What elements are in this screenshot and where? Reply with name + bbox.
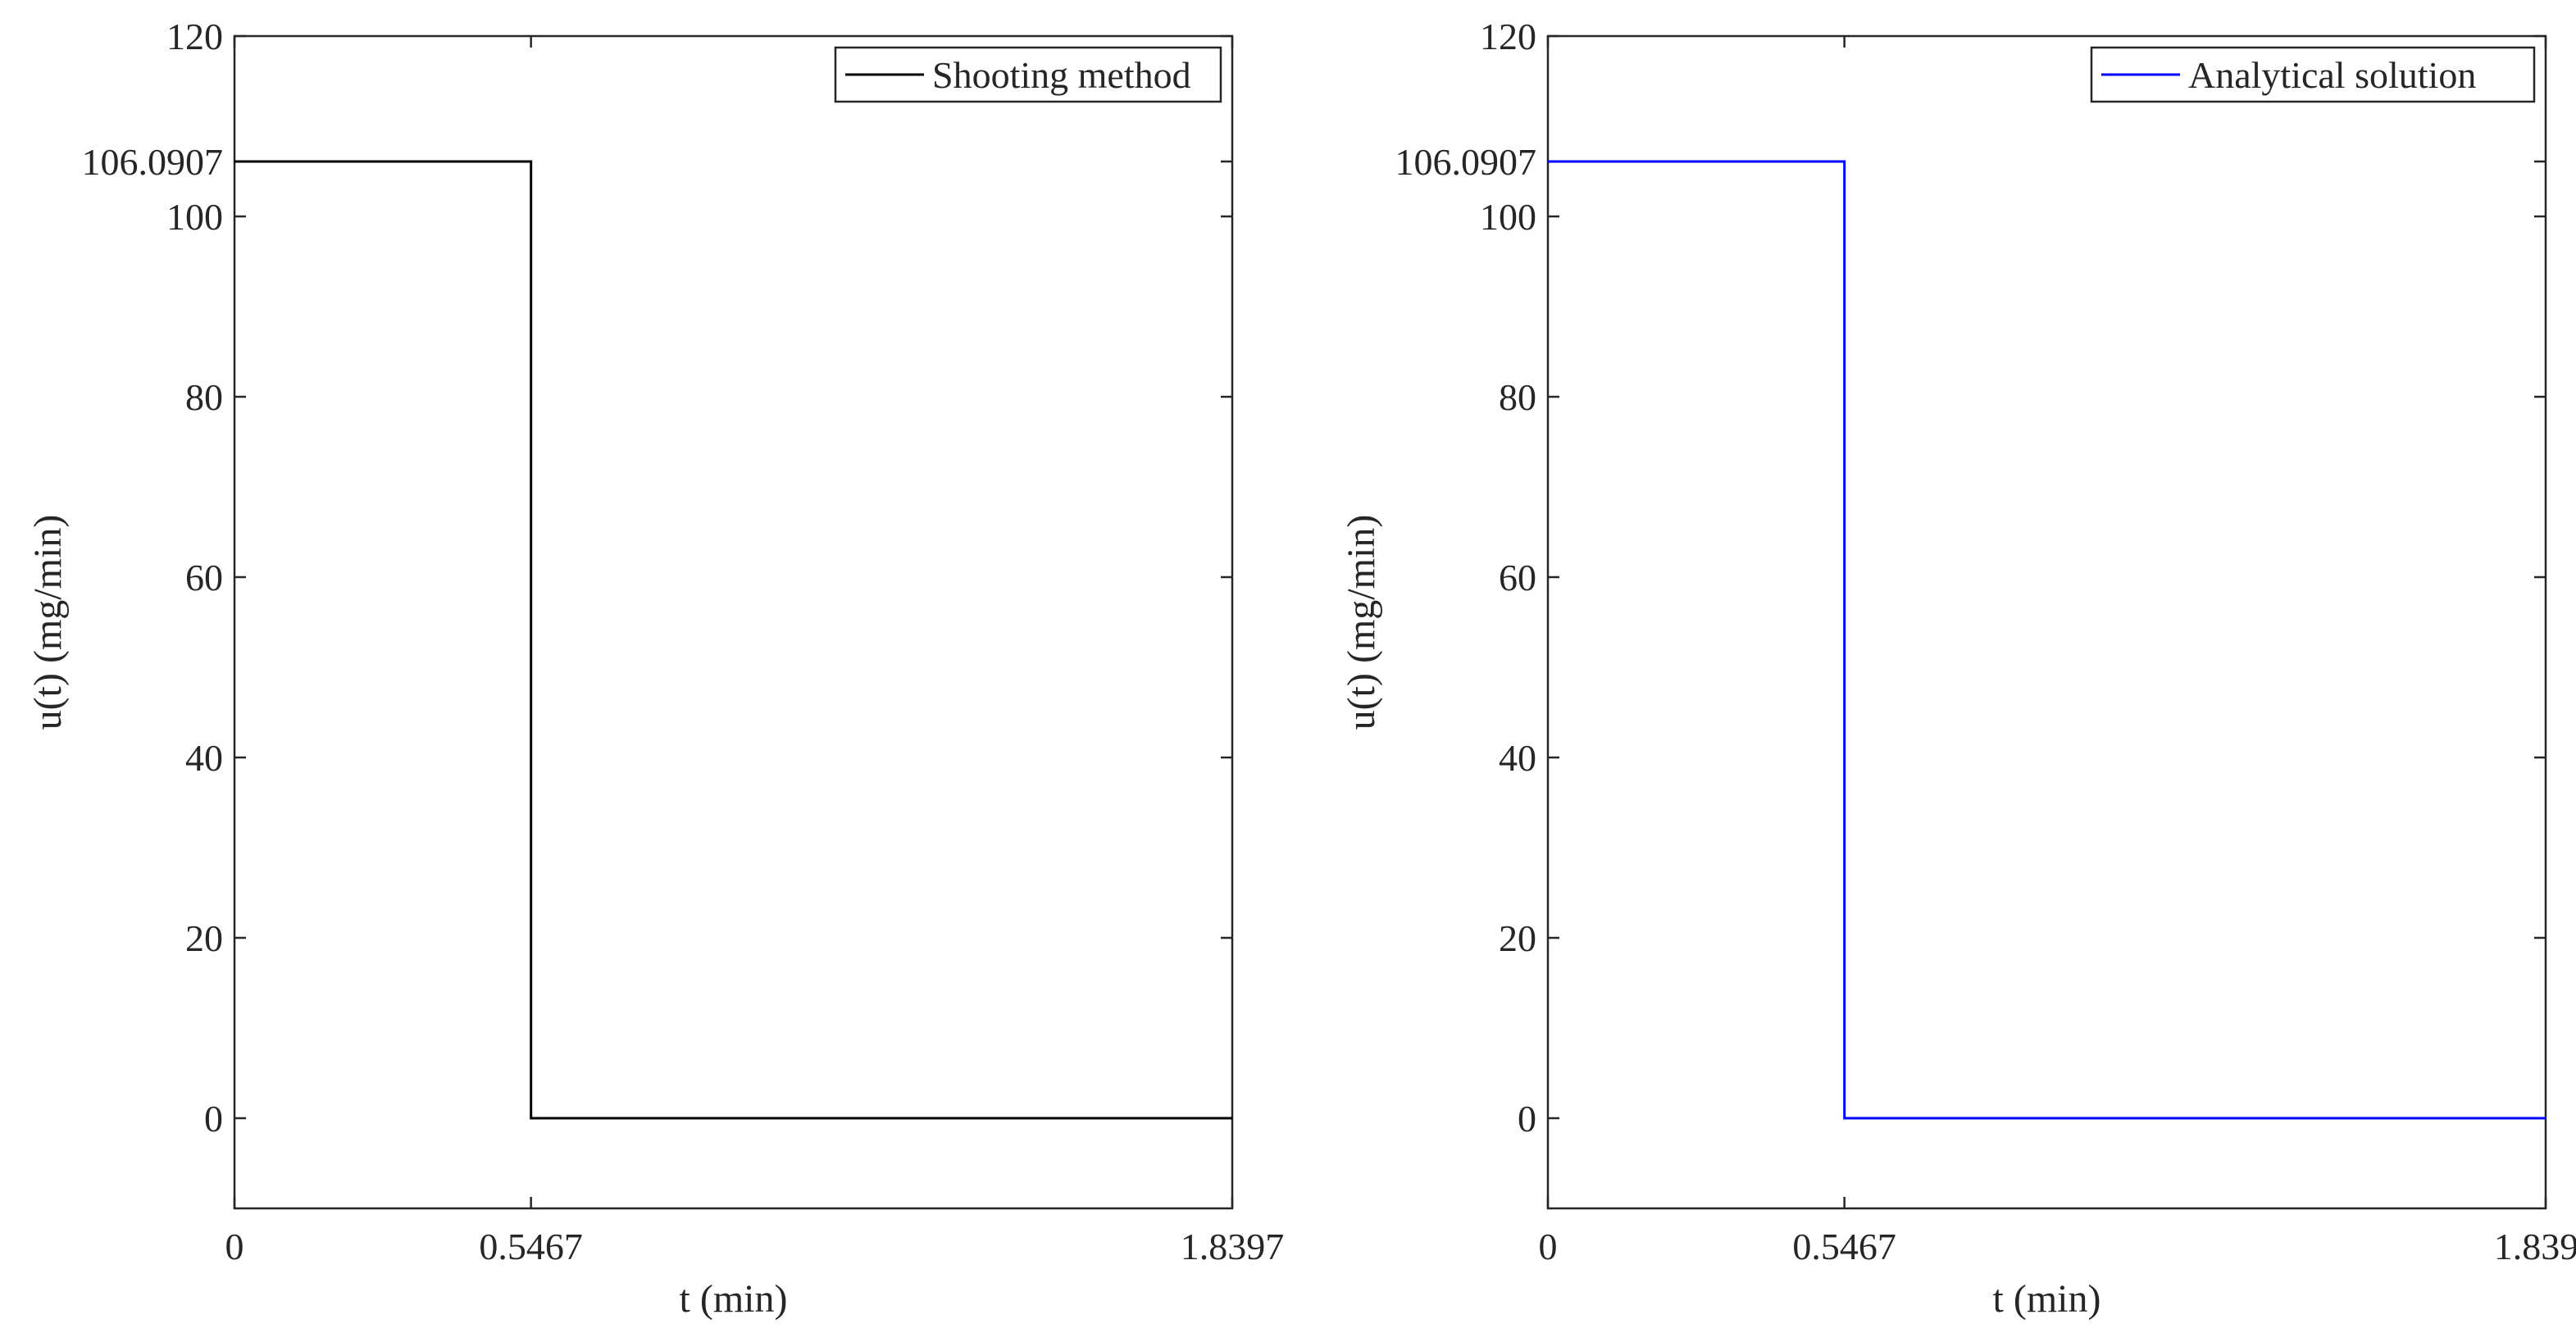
y-tick-label: 20 xyxy=(1499,917,1536,959)
y-tick-label: 106.0907 xyxy=(1395,141,1537,183)
y-tick-label: 106.0907 xyxy=(82,141,224,183)
y-tick-label: 40 xyxy=(1499,737,1536,779)
y-tick-label: 120 xyxy=(1480,16,1536,57)
legend-label: Analytical solution xyxy=(2188,54,2476,96)
x-axis-label: t (min) xyxy=(680,1277,788,1321)
y-tick-label: 80 xyxy=(1499,376,1536,418)
y-axis-label: u(t) (mg/min) xyxy=(26,515,70,730)
y-tick-label: 60 xyxy=(185,557,223,598)
y-axis-label: u(t) (mg/min) xyxy=(1340,515,1383,730)
y-tick-label: 100 xyxy=(166,196,223,238)
y-tick-label: 20 xyxy=(185,917,223,959)
axes-frame xyxy=(233,34,1234,1210)
y-tick-label: 120 xyxy=(166,16,223,57)
chart-panel-1: 0 20 40 60 80 100 106.0907 120 0 0.5467 1.8397 t (m… xyxy=(26,16,1284,1321)
legend-label: Shooting method xyxy=(932,54,1191,96)
chart-panel-2: 0 20 40 60 80 100 106.0907 120 0 0.5467 1.8397 t (m… xyxy=(1340,16,2576,1321)
series-line-1 xyxy=(234,160,1232,1120)
x-tick-label: 0 xyxy=(1539,1226,1558,1267)
series-line-1 xyxy=(1548,160,2546,1120)
x-tick-label: 0 xyxy=(225,1226,244,1267)
axes-frame xyxy=(1546,34,2547,1210)
y-tick-label: 40 xyxy=(185,737,223,779)
y-tick-label: 60 xyxy=(1499,557,1536,598)
x-tick-label: 0.5467 xyxy=(1792,1226,1896,1267)
x-tick-label: 1.8397 xyxy=(2494,1226,2576,1267)
x-axis-label: t (min) xyxy=(1993,1277,2101,1321)
y-tick-label: 0 xyxy=(204,1098,223,1140)
y-tick-label: 80 xyxy=(185,376,223,418)
y-tick-label: 0 xyxy=(1518,1098,1536,1140)
y-tick-label: 100 xyxy=(1480,196,1536,238)
x-tick-label: 0.5467 xyxy=(479,1226,583,1267)
x-tick-label: 1.8397 xyxy=(1181,1226,1285,1267)
